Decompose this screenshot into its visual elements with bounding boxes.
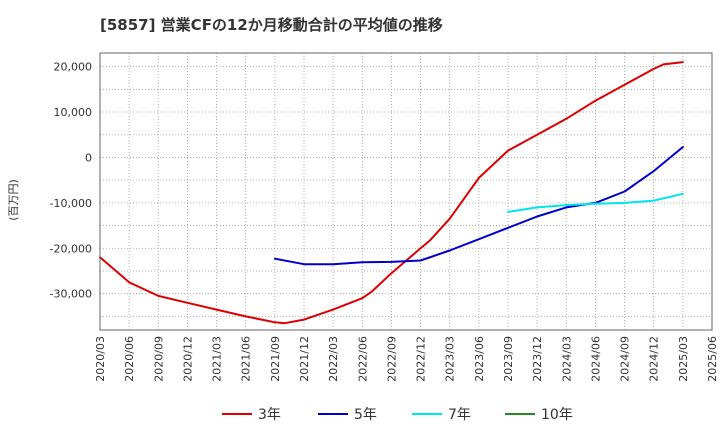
- legend-label-7年: 7年: [448, 407, 471, 423]
- legend-label-10年: 10年: [541, 407, 573, 423]
- y-tick-label: 20,000: [54, 61, 93, 74]
- x-tick-label: 2023/12: [531, 336, 544, 382]
- y-tick-label: -30,000: [50, 288, 92, 301]
- series-lines: [99, 61, 684, 325]
- x-tick-label: 2022/09: [385, 336, 398, 382]
- x-tick-label: 2024/03: [560, 336, 573, 382]
- y-tick-label: 0: [85, 151, 92, 164]
- series-line-3年: [99, 61, 684, 325]
- x-tick-label: 2022/03: [327, 336, 340, 382]
- x-tick-label: 2023/09: [502, 336, 515, 382]
- x-tick-label: 2023/03: [444, 336, 457, 382]
- y-tick-label: -20,000: [50, 242, 92, 255]
- x-tick-label: 2021/12: [298, 336, 311, 382]
- x-tick-label: 2021/03: [211, 336, 224, 382]
- y-tick-label: -10,000: [50, 197, 92, 210]
- y-axis-label: (百万円): [7, 179, 20, 221]
- x-tick-label: 2022/06: [356, 336, 369, 382]
- plot-area: [99, 52, 713, 331]
- x-tick-label: 2020/12: [181, 336, 194, 382]
- x-tick-label: 2021/09: [269, 336, 282, 382]
- x-tick-label: 2025/06: [706, 336, 719, 382]
- x-tick-label: 2020/06: [123, 336, 136, 382]
- series-line-7年: [507, 192, 684, 213]
- x-axis: 2020/03 2020/06 2020/09 2020/12 2021/03 2021/…: [94, 336, 719, 382]
- x-tick-label: 2023/06: [473, 336, 486, 382]
- x-tick-label: 2022/12: [415, 336, 428, 382]
- x-tick-label: 2024/12: [648, 336, 661, 382]
- x-tick-label: 2024/06: [589, 336, 602, 382]
- x-tick-label: 2020/03: [94, 336, 107, 382]
- y-tick-label: 10,000: [54, 106, 93, 119]
- x-tick-label: 2021/06: [240, 336, 253, 382]
- y-axis: 20,000 10,000 0 -10,000 -20,000 -30,000: [50, 61, 92, 301]
- legend-label-3年: 3年: [258, 407, 281, 423]
- x-tick-label: 2024/09: [619, 336, 632, 382]
- x-tick-label: 2025/03: [677, 336, 690, 382]
- grid: [99, 53, 713, 330]
- x-tick-label: 2020/09: [152, 336, 165, 382]
- legend-label-5年: 5年: [354, 407, 377, 423]
- series-line-5年: [273, 146, 684, 266]
- legend: 3年 5年 7年 10年: [222, 407, 573, 423]
- chart-title: [5857] 営業CFの12か月移動合計の平均値の推移: [100, 16, 443, 34]
